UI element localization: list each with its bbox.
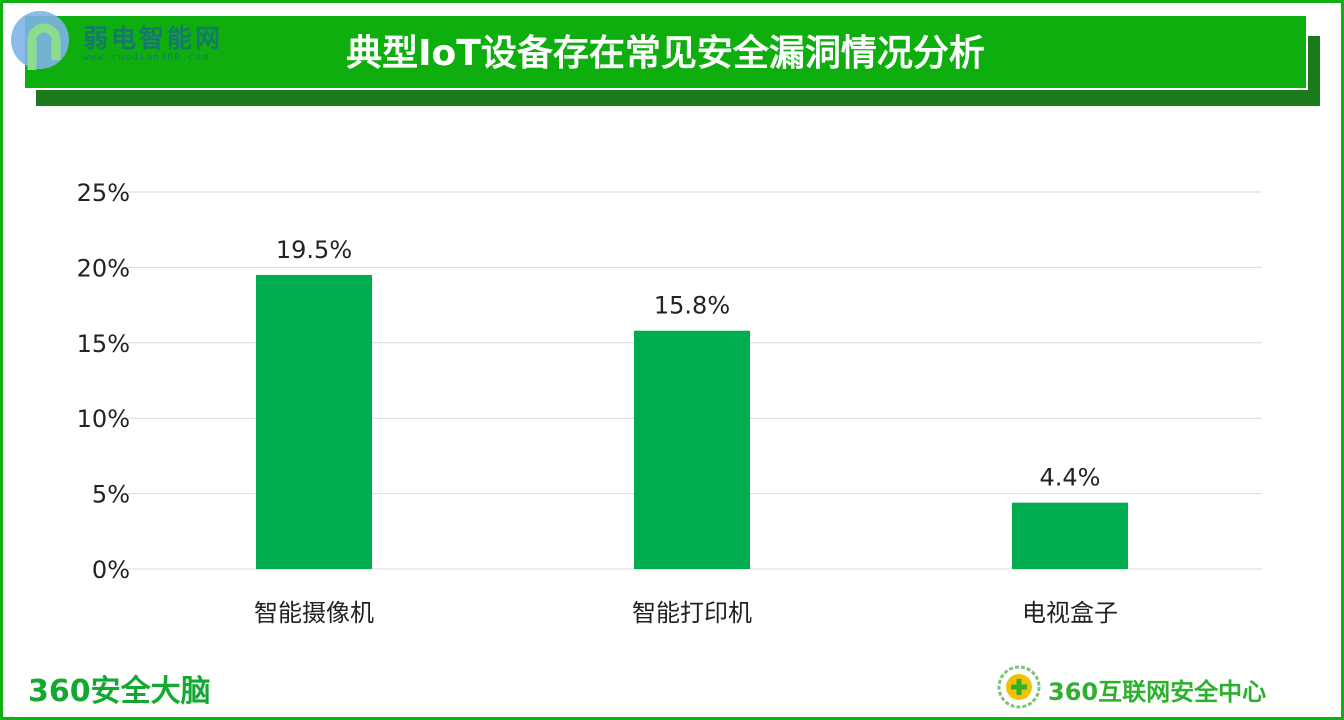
title-banner <box>23 14 1308 90</box>
y-tick-label: 0% <box>92 556 130 584</box>
x-tick-label: 智能打印机 <box>632 599 752 627</box>
x-tick-label: 智能摄像机 <box>254 599 374 627</box>
data-label: 15.8% <box>654 292 730 320</box>
page-title: 典型IoT设备存在常见安全漏洞情况分析 <box>346 33 985 74</box>
y-tick-label: 10% <box>77 405 130 433</box>
brand-360-security-center: 360互联网安全中心 <box>1048 678 1267 706</box>
y-tick-label: 20% <box>77 254 130 282</box>
x-tick-label: 电视盒子 <box>1022 599 1118 627</box>
y-tick-label: 15% <box>77 330 130 358</box>
bar <box>1012 502 1128 569</box>
watermark-url: www.ruodian360.com <box>83 52 210 63</box>
data-label: 4.4% <box>1040 464 1101 492</box>
watermark-logo-icon <box>11 11 69 70</box>
bar <box>634 330 750 569</box>
y-tick-label: 5% <box>92 481 130 509</box>
y-tick-label: 25% <box>77 179 130 207</box>
360-shield-emblem-icon <box>997 665 1041 709</box>
brand-360-brain: 360安全大脑 <box>28 674 211 709</box>
watermark-name: 弱电智能网 <box>83 24 224 53</box>
data-label: 19.5% <box>276 236 352 264</box>
bar <box>256 274 372 569</box>
